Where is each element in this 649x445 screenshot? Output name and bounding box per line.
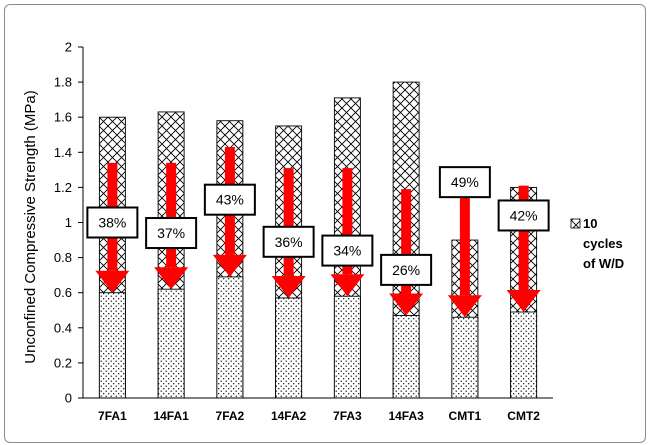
y-tick-label: 0.2 [54, 355, 72, 370]
arrow-shaft [459, 187, 470, 296]
x-category-label: 7FA3 [333, 409, 362, 423]
percentage-label: 42% [510, 207, 538, 223]
percentage-box [497, 199, 550, 232]
x-category-label: 7FA2 [216, 409, 245, 423]
percentage-box [203, 183, 256, 216]
arrow-head [95, 270, 130, 293]
y-tick-label: 0.8 [54, 250, 72, 265]
y-tick-label: 1.4 [54, 145, 72, 160]
arrow-shaft [342, 168, 353, 275]
bar-initial [451, 316, 479, 399]
percentage-box [380, 253, 433, 286]
arrow-head [330, 274, 365, 297]
x-category-label: CMT2 [507, 409, 540, 423]
bar-initial [157, 288, 185, 399]
percentage-box [321, 234, 374, 267]
arrow-shaft [518, 185, 529, 291]
legend-line-1: 10 [583, 216, 597, 231]
y-tick-label: 0.4 [54, 320, 72, 335]
bar-initial [392, 315, 420, 399]
y-tick-label: 1.8 [54, 75, 72, 90]
percentage-label: 43% [216, 192, 244, 208]
arrow-head [389, 293, 424, 316]
arrow-head [447, 295, 482, 318]
x-category-label: CMT1 [449, 409, 482, 423]
percentage-label: 26% [392, 262, 420, 278]
y-tick-label: 0 [65, 391, 72, 406]
arrow-shaft [401, 189, 412, 294]
bar-initial [216, 276, 244, 399]
percentage-label: 37% [157, 225, 185, 241]
arrow-shaft [283, 168, 294, 276]
arrow-head [154, 267, 189, 290]
percentage-label: 49% [451, 174, 479, 190]
bar-initial [333, 295, 361, 399]
percentage-label: 36% [275, 234, 303, 250]
y-tick-label: 1.6 [54, 110, 72, 125]
percentage-box [145, 217, 198, 250]
legend-swatch [570, 218, 581, 229]
percentage-box [438, 166, 491, 199]
bar-initial [510, 311, 538, 399]
x-category-label: 14FA2 [271, 409, 307, 423]
x-category-label: 7FA1 [98, 409, 127, 423]
legend-line-2: cycles [583, 236, 623, 251]
bar-initial [98, 292, 126, 399]
y-tick-label: 2 [65, 40, 72, 55]
y-tick-label: 0.6 [54, 285, 72, 300]
arrow-head [506, 290, 541, 313]
x-category-label: 14FA1 [153, 409, 189, 423]
arrow-head [212, 254, 247, 277]
percentage-label: 34% [333, 243, 361, 259]
y-axis-label: Unconfined Compressive Strength (MPa) [22, 90, 39, 363]
bar-initial [275, 297, 303, 399]
x-category-label: 14FA3 [388, 409, 424, 423]
arrow-shaft [166, 162, 177, 268]
percentage-labels: 38% 37% 43% 36% 34% 26% 49% 42% [86, 166, 550, 286]
percentage-label: 38% [98, 215, 126, 231]
arrow-head [271, 275, 306, 298]
percentage-box [262, 225, 315, 258]
y-tick-label: 1.2 [54, 180, 72, 195]
percentage-box [86, 206, 139, 239]
x-axis-labels: 7FA1 14FA1 7FA2 14FA2 7FA3 14FA3 CMT1 CMT2 [98, 409, 540, 423]
y-tick-label: 1 [65, 215, 72, 230]
legend: 10 cycles of W/D [570, 216, 624, 271]
y-axis-ticks: 0 0.2 0.4 0.6 0.8 1 1.2 1.4 1.6 1.8 2 [54, 40, 83, 406]
legend-line-3: of W/D [583, 256, 624, 271]
